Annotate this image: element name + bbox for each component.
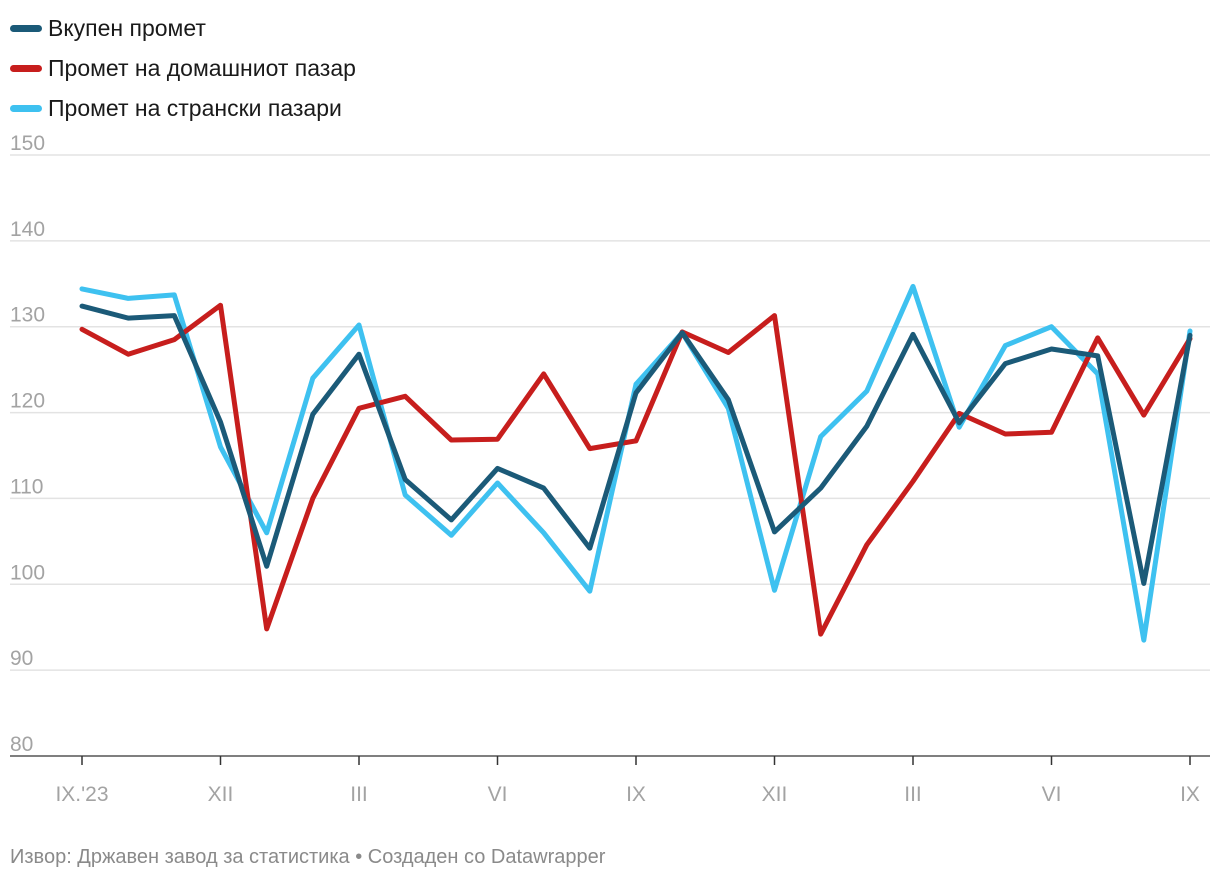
legend-item-foreign: Промет на странски пазари	[10, 88, 356, 128]
series-line-foreign	[79, 283, 1193, 643]
x-axis: IX.'23 XII III VI IX XII III VI IX	[55, 756, 1200, 806]
x-tick-label: IX.'23	[55, 783, 108, 806]
x-tick-label: XII	[762, 783, 788, 806]
series-line-total	[79, 303, 1193, 586]
y-tick-label: 80	[10, 733, 33, 756]
gridlines	[10, 154, 1210, 757]
y-axis-labels: 80 90 100 110 120 130 140 150	[10, 132, 45, 756]
legend-label-total: Вкупен промет	[48, 14, 206, 41]
x-tick-label: VI	[488, 783, 508, 806]
x-tick-label: IX	[1180, 783, 1200, 806]
chart-legend: Вкупен промет Промет на домашниот пазар …	[10, 8, 356, 128]
y-tick-label: 140	[10, 218, 45, 241]
x-tick-label: XII	[208, 783, 234, 806]
legend-item-total: Вкупен промет	[10, 8, 356, 48]
y-tick-label: 100	[10, 561, 45, 584]
legend-label-domestic: Промет на домашниот пазар	[48, 54, 356, 81]
series-lines	[79, 283, 1193, 643]
source-note: Извор: Државен завод за статистика • Соз…	[10, 846, 606, 868]
y-tick-label: 90	[10, 647, 33, 670]
legend-item-domestic: Промет на домашниот пазар	[10, 48, 356, 88]
x-tick-label: III	[904, 783, 922, 806]
series-line-domestic	[79, 302, 1193, 637]
y-tick-label: 150	[10, 132, 45, 155]
legend-swatch-foreign	[10, 104, 42, 112]
legend-swatch-total	[10, 24, 42, 32]
x-tick-label: VI	[1042, 783, 1062, 806]
x-tick-label: III	[350, 783, 368, 806]
y-tick-label: 130	[10, 304, 45, 327]
legend-label-foreign: Промет на странски пазари	[48, 94, 342, 121]
y-tick-label: 120	[10, 390, 45, 413]
y-tick-label: 110	[10, 475, 43, 498]
x-tick-label: IX	[626, 783, 646, 806]
legend-swatch-domestic	[10, 64, 42, 72]
